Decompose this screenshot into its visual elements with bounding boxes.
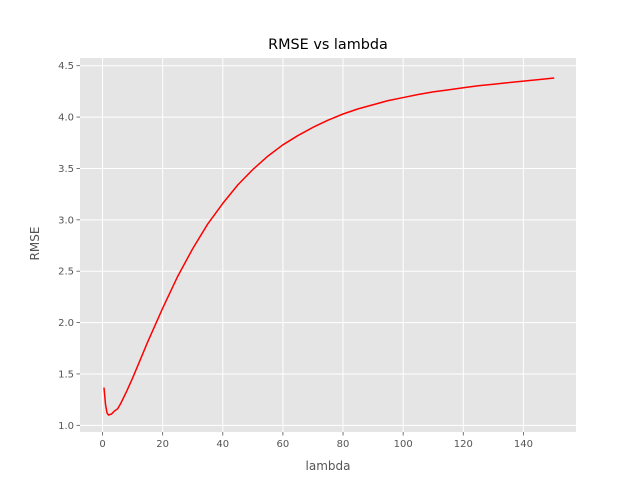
axis-ticks: 0 20 40 60 80 100 120 140 1.0 1.5 2.0 2.5 3.0 3.5 4.0 4… xyxy=(58,61,533,450)
x-tick-label: 100 xyxy=(394,439,413,450)
x-tick-label: 120 xyxy=(454,439,473,450)
plot-area xyxy=(80,58,576,432)
x-tick-label: 40 xyxy=(216,439,229,450)
x-tick-label: 60 xyxy=(277,439,290,450)
x-tick-label: 20 xyxy=(156,439,169,450)
y-tick-label: 4.0 xyxy=(58,113,74,124)
grid-lines xyxy=(80,58,576,432)
series-layer xyxy=(103,77,555,416)
y-tick-label: 3.5 xyxy=(58,164,74,175)
y-tick-label: 1.5 xyxy=(58,369,74,380)
series-line xyxy=(103,77,555,416)
y-tick-label: 2.0 xyxy=(58,318,74,329)
y-tick-label: 2.5 xyxy=(58,267,74,278)
x-axis-label: lambda xyxy=(306,459,351,473)
x-tick-label: 140 xyxy=(514,439,533,450)
chart-title: RMSE vs lambda xyxy=(268,37,388,53)
y-axis-label: RMSE xyxy=(28,227,42,261)
y-tick-label: 1.0 xyxy=(58,421,74,432)
y-tick-label: 4.5 xyxy=(58,61,74,72)
x-tick-label: 0 xyxy=(99,439,105,450)
y-tick-label: 3.0 xyxy=(58,215,74,226)
x-tick-label: 80 xyxy=(337,439,350,450)
